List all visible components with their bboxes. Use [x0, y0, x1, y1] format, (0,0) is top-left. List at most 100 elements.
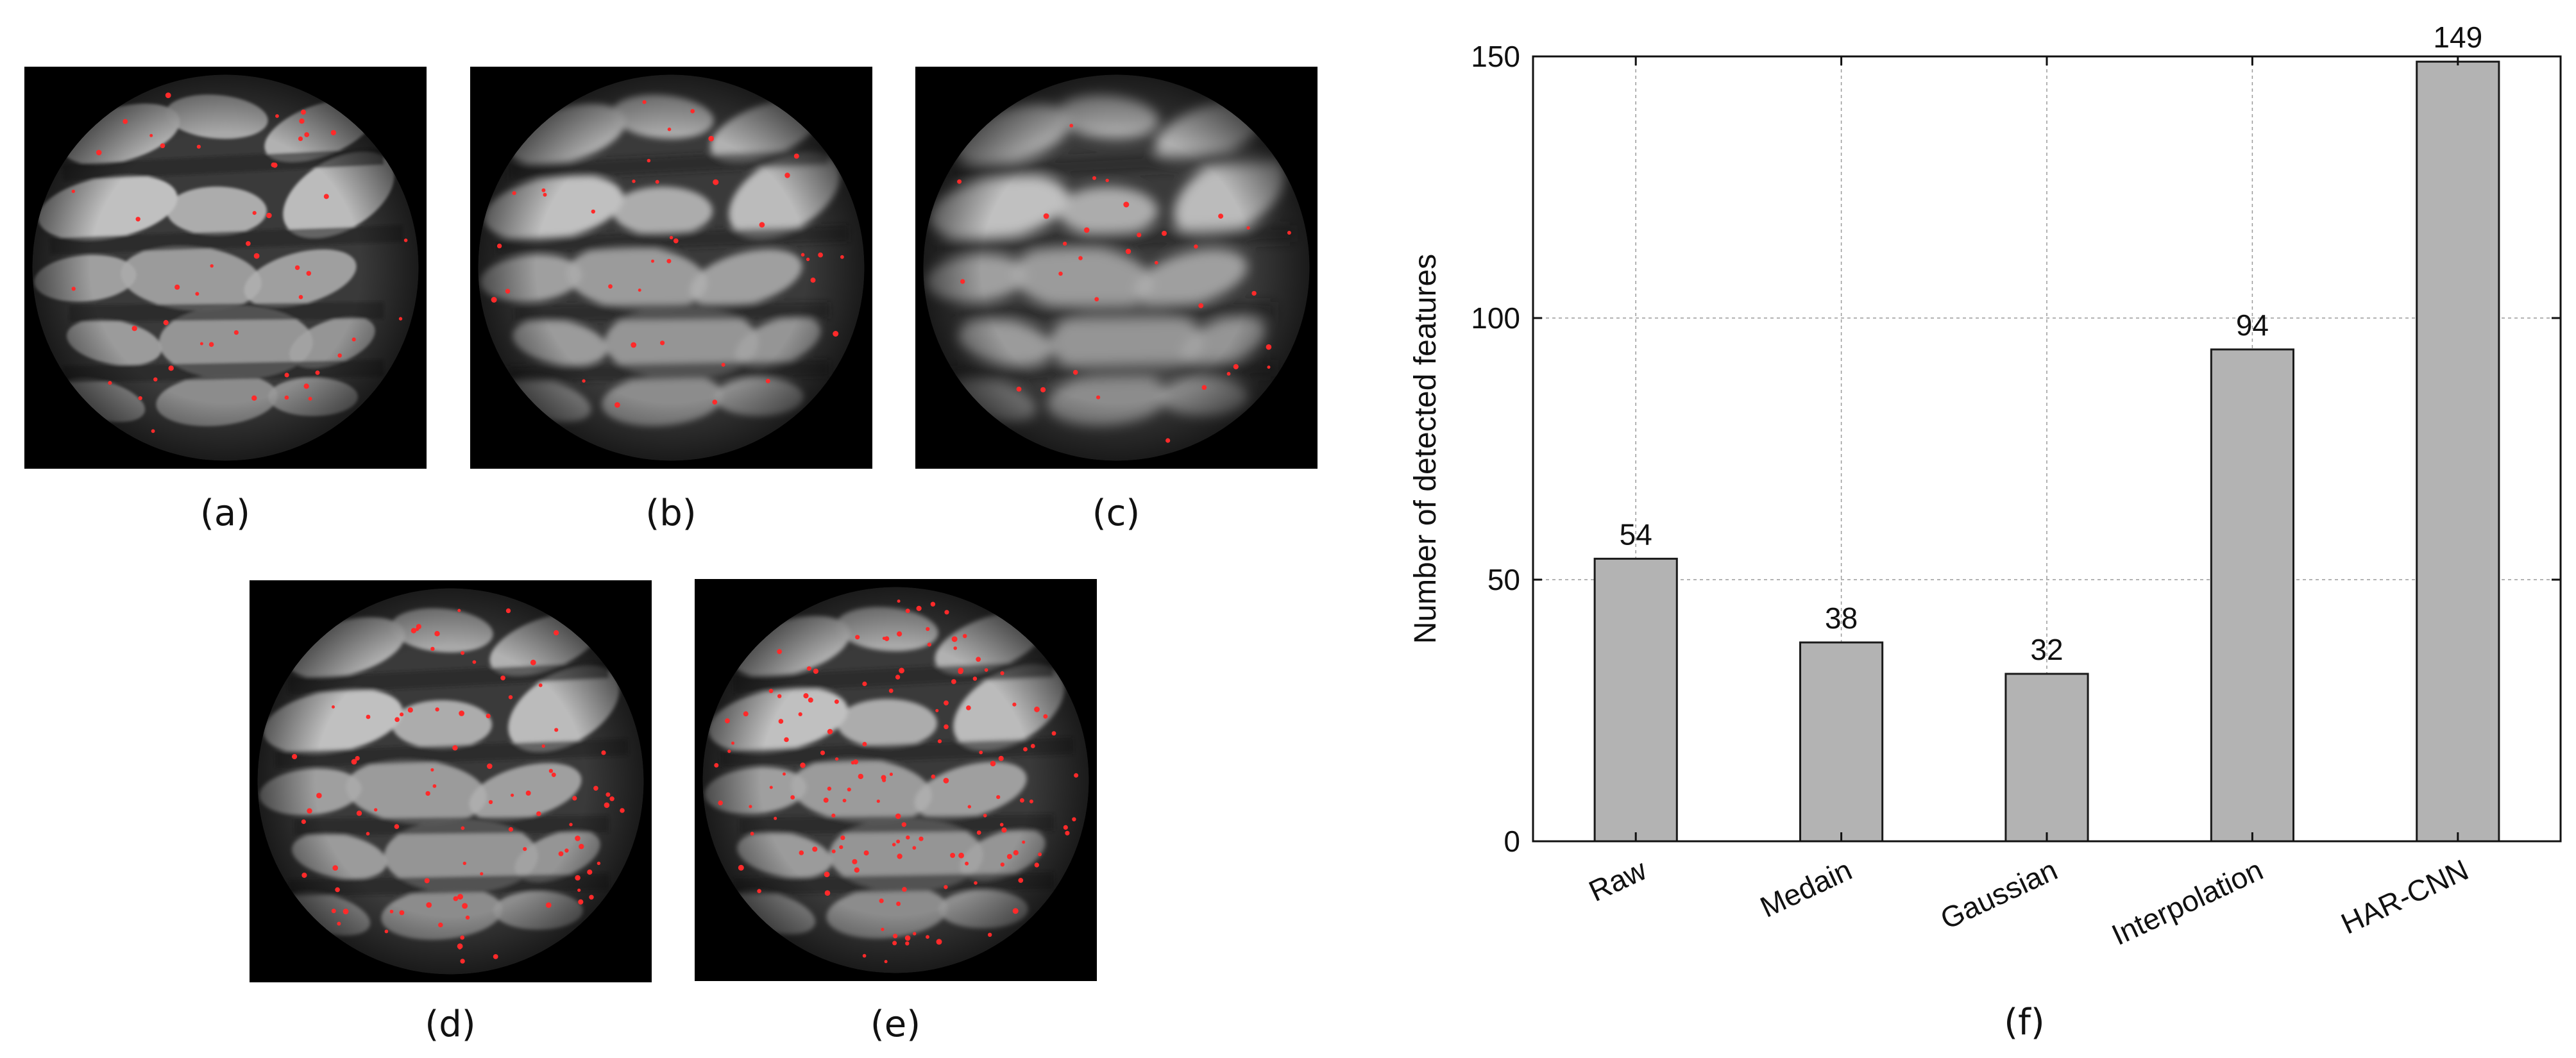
feature-point — [551, 772, 556, 777]
feature-point — [768, 689, 774, 693]
feature-point — [582, 379, 586, 383]
feature-point — [824, 890, 831, 896]
feature-point — [896, 839, 901, 844]
feature-point — [389, 909, 394, 914]
feature-point — [554, 630, 559, 635]
feature-point — [958, 852, 964, 859]
feature-point — [988, 932, 992, 937]
feature-point — [1251, 290, 1257, 296]
feature-point — [996, 795, 1001, 800]
feature-point — [480, 872, 484, 876]
y-tick-label: 50 — [1487, 563, 1520, 596]
feature-point — [308, 396, 312, 401]
feature-point — [1012, 908, 1019, 914]
feature-point — [765, 378, 770, 383]
feature-point — [1083, 227, 1090, 233]
feature-point — [461, 651, 465, 655]
feature-point — [252, 211, 257, 215]
feature-point — [951, 679, 956, 684]
feature-point — [757, 889, 761, 893]
feature-point — [1218, 214, 1224, 219]
feature-point — [459, 710, 464, 716]
feature-point — [876, 799, 880, 803]
feature-point — [799, 850, 804, 855]
feature-point — [292, 753, 298, 760]
feature-point — [246, 241, 251, 246]
feature-point — [904, 935, 911, 941]
feature-point — [337, 921, 341, 926]
feature-point — [407, 707, 413, 713]
feature-point — [487, 763, 493, 769]
feature-point — [384, 929, 389, 934]
feature-point — [343, 909, 349, 914]
feature-point — [820, 750, 826, 755]
caption-d: (d) — [425, 1003, 476, 1045]
feature-point — [783, 772, 786, 776]
feature-point — [944, 700, 949, 706]
feature-point — [721, 362, 725, 367]
feature-point — [457, 609, 461, 612]
feature-point — [208, 342, 214, 347]
feature-point — [1006, 853, 1012, 859]
feature-point — [944, 885, 948, 889]
feature-point — [853, 759, 858, 765]
feature-point — [303, 383, 309, 389]
feature-points — [491, 100, 844, 408]
feature-point — [597, 861, 601, 866]
feature-point — [888, 688, 894, 693]
feature-point — [784, 172, 790, 178]
bar-interpolation — [2210, 348, 2294, 843]
feature-point — [606, 792, 611, 797]
feature-point — [818, 252, 823, 258]
data-label: 94 — [2236, 308, 2269, 342]
feature-point — [196, 144, 201, 149]
feature-point — [123, 119, 128, 124]
feature-point — [778, 719, 784, 724]
feature-point — [1069, 124, 1074, 128]
feature-point — [881, 775, 886, 780]
feature-point — [536, 811, 541, 816]
feature-point — [330, 130, 337, 136]
feature-point — [1201, 385, 1207, 390]
feature-point — [967, 805, 971, 809]
feature-point — [831, 813, 836, 818]
feature-point — [957, 179, 962, 184]
caption-a: (a) — [199, 492, 250, 534]
feature-point — [1074, 773, 1079, 778]
feature-point — [1233, 364, 1239, 369]
feature-point — [488, 800, 493, 805]
bar-medain — [1799, 641, 1884, 843]
feature-point — [896, 902, 901, 906]
feature-point — [749, 805, 752, 809]
feature-point — [323, 194, 329, 199]
feature-point — [1165, 438, 1171, 443]
feature-point — [905, 941, 910, 946]
caption-c: (c) — [1092, 492, 1140, 534]
feature-point — [307, 808, 312, 814]
feature-point — [976, 657, 981, 662]
feature-point — [272, 162, 278, 168]
feature-point — [251, 395, 257, 401]
feature-point — [667, 127, 672, 131]
feature-point — [434, 631, 440, 637]
feature-point — [862, 681, 867, 687]
feature-point — [138, 396, 142, 401]
feature-point — [1013, 850, 1019, 855]
feature-point — [430, 646, 435, 651]
feature-point — [1065, 830, 1070, 835]
feature-point — [284, 395, 289, 400]
feature-point — [472, 660, 477, 664]
feature-point — [1030, 744, 1035, 748]
feature-point — [160, 143, 165, 149]
feature-point — [301, 109, 306, 115]
feature-point — [1038, 852, 1042, 857]
image-panel-d — [250, 580, 652, 982]
feature-point — [999, 823, 1004, 827]
feature-point — [1000, 862, 1004, 867]
feature-point — [525, 790, 531, 796]
feature-point — [998, 755, 1004, 761]
feature-point — [1040, 387, 1046, 392]
feature-point — [1287, 231, 1291, 235]
feature-point — [460, 959, 465, 964]
feature-point — [356, 810, 362, 816]
